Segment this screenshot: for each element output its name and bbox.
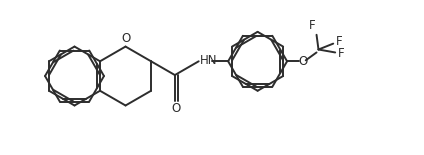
- Text: F: F: [338, 47, 345, 60]
- Text: HN: HN: [200, 54, 217, 67]
- Text: O: O: [299, 55, 308, 68]
- Text: F: F: [336, 35, 343, 48]
- Text: O: O: [171, 102, 181, 115]
- Text: F: F: [309, 19, 316, 32]
- Text: O: O: [121, 32, 130, 45]
